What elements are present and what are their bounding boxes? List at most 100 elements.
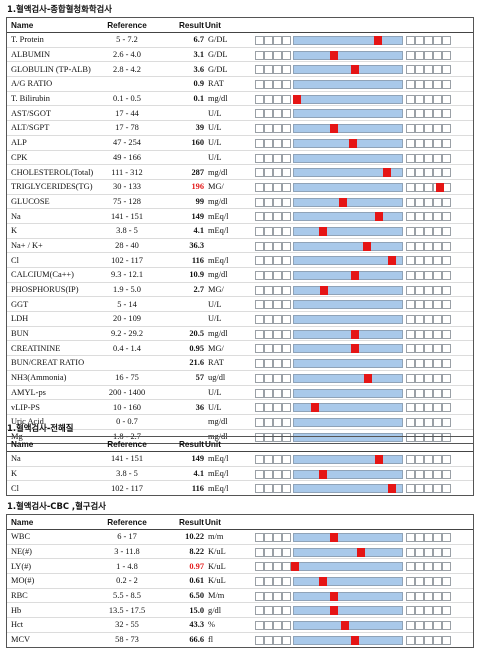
range-cell-high <box>406 226 415 236</box>
result-value: 160 <box>191 138 204 148</box>
range-cell-high <box>424 212 433 222</box>
result-value: 57 <box>195 373 204 383</box>
unit: U/L <box>208 123 222 133</box>
range-cell-low <box>282 432 291 442</box>
result-value: 21.6 <box>189 358 204 368</box>
range-cell-high <box>415 109 424 119</box>
normal-range-zone <box>293 635 403 645</box>
range-cell-low <box>282 455 291 464</box>
range-cell-high <box>424 285 433 295</box>
reference-range: 49 - 166 <box>113 152 141 162</box>
table-row: CREATININE 0.4 - 1.4 0.95 MG/ <box>7 341 473 357</box>
range-cell-low <box>255 455 264 464</box>
range-cell-high <box>406 36 415 45</box>
range-cell-high <box>424 271 433 280</box>
range-cell-high <box>415 65 424 75</box>
range-cell-high <box>433 591 442 601</box>
unit: U/L <box>208 138 222 148</box>
reference-range: 16 - 75 <box>115 373 139 383</box>
range-cell-low <box>255 182 264 192</box>
result-value: 15.0 <box>189 605 204 615</box>
normal-range-zone <box>293 153 403 163</box>
result-value <box>157 151 204 165</box>
test-name: PHOSPHORUS(IP) <box>11 285 79 295</box>
test-name: A/G RATIO <box>11 79 53 89</box>
range-cell-low <box>282 388 291 398</box>
range-cell-low <box>282 315 291 325</box>
range-cell-high <box>442 241 451 251</box>
reference-range: 2.6 - 4.0 <box>113 50 141 60</box>
reference-range: 102 - 117 <box>111 255 143 265</box>
reference-range: 141 - 151 <box>110 454 144 464</box>
results-table-chemistry: Name Reference Result Unit T. Protein 5 - 7.2… <box>6 17 474 445</box>
range-cell-low <box>273 36 282 45</box>
range-cell-high <box>433 285 442 295</box>
range-cell-low <box>273 256 282 266</box>
range-cell-high <box>433 65 442 75</box>
result-value: 10.9 <box>189 270 204 280</box>
result-value: 6.7 <box>193 35 204 45</box>
test-name: K <box>11 226 18 236</box>
range-cell-high <box>424 547 433 557</box>
range-cell-high <box>406 153 415 163</box>
range-cell-low <box>282 606 291 616</box>
range-cell-high <box>424 469 433 479</box>
table-row: K 3.8 - 5 4.1 mEq/l <box>7 224 473 239</box>
unit: mg/dl <box>208 167 228 177</box>
range-cell-low <box>255 300 264 310</box>
table-row: Cl 102 - 117 116 mEq/l <box>7 253 473 268</box>
range-cell-low <box>264 562 273 572</box>
table-row: Cl 102 - 117 116 mEq/l <box>7 481 473 495</box>
range-cell-high <box>415 469 424 479</box>
normal-range-zone <box>293 533 403 542</box>
unit: K/uL <box>208 576 226 586</box>
range-cell-high <box>406 606 415 616</box>
reference-range: 141 - 151 <box>110 211 144 221</box>
range-cell-low <box>255 197 264 207</box>
range-cell-high <box>442 635 451 645</box>
normal-range-zone <box>293 124 403 134</box>
range-cell-low <box>282 168 291 178</box>
unit: RAT <box>208 79 224 89</box>
reference-range: 3 - 11.8 <box>114 547 140 557</box>
range-cell-high <box>442 109 451 119</box>
unit: mEq/l <box>208 454 229 464</box>
range-cell-high <box>424 417 433 427</box>
range-cell-high <box>433 256 442 266</box>
range-cell-low <box>273 50 282 60</box>
range-cell-low <box>255 329 264 339</box>
range-cell-low <box>273 138 282 148</box>
range-cell-high <box>406 455 415 464</box>
section-title-cbc: 1.혈액검사-CBC ,혈구검사 <box>7 501 106 511</box>
range-cell-high <box>433 124 442 134</box>
range-cell-high <box>415 455 424 464</box>
range-cell-high <box>442 212 451 222</box>
range-cell-low <box>264 577 273 587</box>
range-cell-high <box>442 285 451 295</box>
table-row: AST/SGOT 17 - 44 U/L <box>7 106 473 122</box>
result-marker <box>311 403 320 413</box>
range-cell-low <box>264 591 273 601</box>
range-cell-high <box>424 226 433 236</box>
range-cell-low <box>255 417 264 427</box>
unit: mEq/l <box>208 483 229 493</box>
normal-range-zone <box>293 606 403 616</box>
range-cell-high <box>433 621 442 631</box>
reference-range <box>93 77 161 91</box>
range-cell-high <box>433 547 442 557</box>
table-row: NH3(Ammonia) 16 - 75 57 ug/dl <box>7 371 473 386</box>
section-title-electrolytes: 1.혈액검사-전해질 <box>7 423 74 433</box>
reference-range: 17 - 78 <box>115 123 139 133</box>
range-cell-high <box>424 606 433 616</box>
unit: U/L <box>208 387 222 397</box>
result-value <box>157 297 204 311</box>
normal-range-zone <box>293 577 403 587</box>
result-marker <box>318 577 327 587</box>
result-marker <box>329 606 338 616</box>
table-row: CPK 49 - 166 U/L <box>7 151 473 166</box>
range-cell-high <box>442 50 451 60</box>
range-cell-high <box>415 359 424 369</box>
result-marker <box>329 591 338 601</box>
normal-range-zone <box>293 285 403 295</box>
test-name: Hct <box>11 620 24 630</box>
